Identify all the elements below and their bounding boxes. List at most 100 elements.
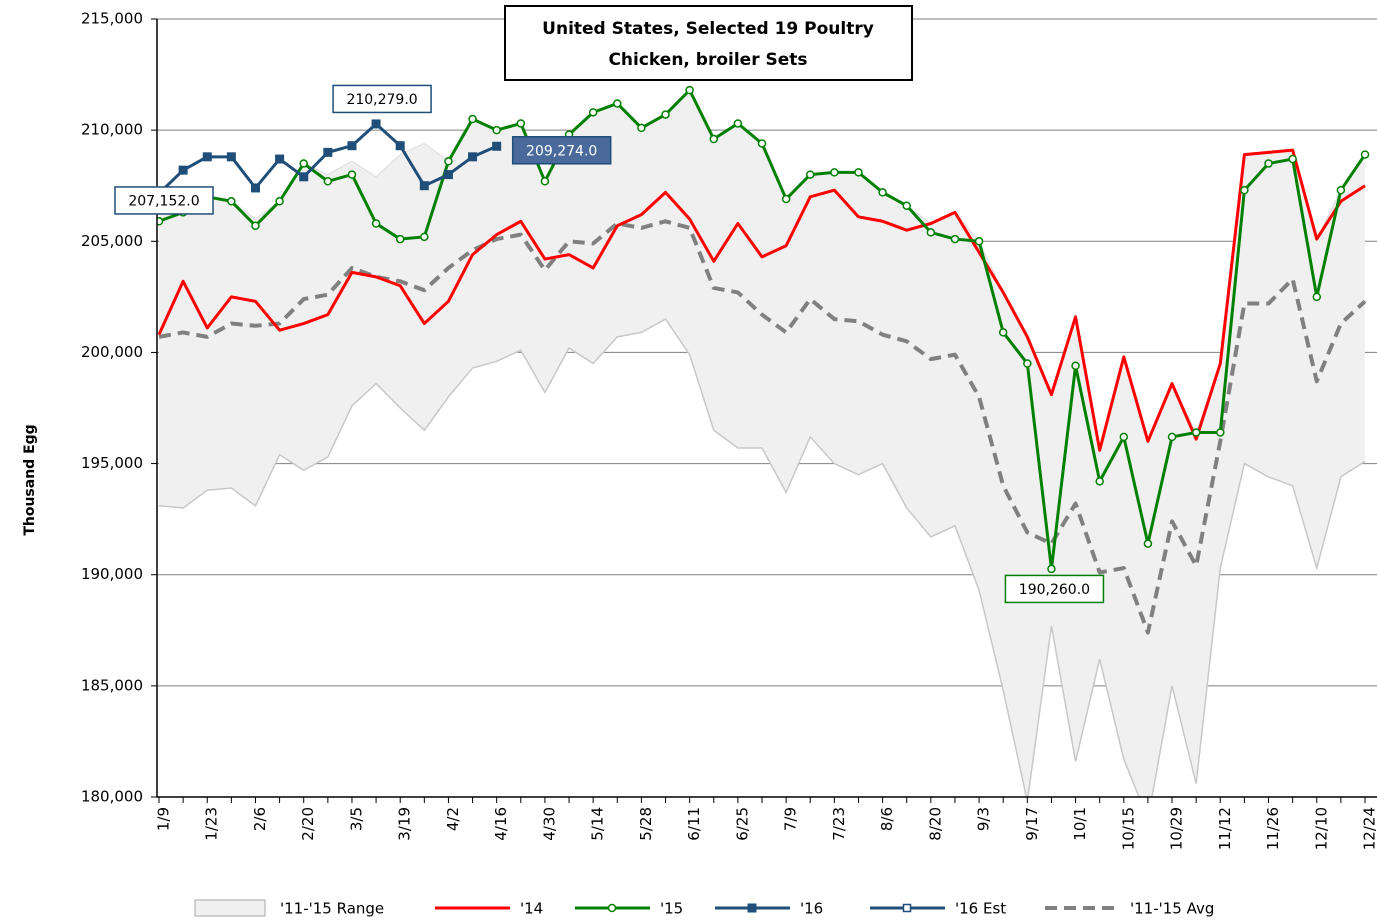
x-tick-label: 1/23 [203, 807, 221, 841]
point-marker [709, 134, 719, 144]
legend-label: '16 Est [955, 900, 1006, 918]
point-marker [251, 221, 260, 230]
point-marker [419, 181, 429, 191]
point-marker [950, 234, 960, 244]
range-low-line [158, 318, 1366, 797]
point-marker [299, 172, 309, 182]
point-marker [1288, 154, 1297, 164]
point-marker [1023, 359, 1032, 368]
point-marker [998, 328, 1008, 337]
y-tick-label: 205,000 [81, 232, 143, 250]
y-tick-label: 195,000 [81, 454, 143, 472]
annotation-box [1004, 574, 1105, 604]
point-marker [516, 119, 526, 128]
point-marker [468, 152, 478, 162]
point-marker [492, 125, 501, 135]
annotation-box [511, 136, 612, 165]
x-tick-label: 7/23 [830, 807, 848, 841]
annotation-label: 190,260.0 [1019, 582, 1090, 598]
point-marker [1047, 564, 1056, 574]
point-marker [226, 152, 236, 162]
point-marker [420, 232, 429, 242]
point-marker [637, 123, 646, 133]
point-marker [1216, 428, 1225, 437]
y-tick-label: 190,000 [81, 565, 143, 583]
point-marker [227, 197, 236, 206]
point-marker [468, 114, 477, 124]
y-tick-label: 180,000 [81, 788, 143, 806]
x-tick-label: 2/6 [251, 807, 269, 831]
y-axis-label: Thousand Egg [22, 424, 38, 535]
point-marker [443, 170, 453, 180]
point-marker [299, 159, 308, 168]
point-marker [1240, 185, 1249, 195]
x-tick-label: 8/6 [878, 807, 896, 831]
point-marker [202, 152, 212, 162]
series-line [158, 219, 1367, 635]
point-marker [781, 194, 791, 204]
x-tick-label: 9/3 [975, 807, 993, 831]
x-tick-label: 6/11 [685, 807, 703, 841]
annotation-label: 210,279.0 [346, 92, 417, 108]
annotation-label: 209,274.0 [526, 143, 597, 159]
point-marker [1191, 428, 1201, 437]
point-marker [1119, 432, 1129, 442]
point-marker [902, 201, 911, 210]
legend-label: '15 [660, 900, 683, 918]
x-tick-label: 4/16 [492, 807, 510, 841]
point-marker [444, 157, 453, 166]
point-marker [854, 168, 863, 177]
point-marker [902, 903, 912, 913]
range-area [159, 90, 1365, 797]
annotation-box [332, 84, 432, 114]
axes: 180,000 185,000 190,000 195,000 200,000 205,0… [81, 10, 1377, 850]
x-tick-label: 5/14 [589, 807, 607, 841]
point-marker [878, 188, 887, 197]
legend-label: '14 [520, 900, 543, 918]
point-marker [588, 108, 598, 117]
legend-swatch [194, 899, 266, 917]
point-marker [1264, 159, 1273, 168]
point-marker [926, 228, 936, 237]
point-marker [1095, 477, 1104, 486]
series-line [157, 148, 1366, 452]
x-tick-label: 5/28 [637, 807, 655, 841]
point-marker [178, 165, 188, 175]
legend-label: '11-'15 Range [280, 900, 384, 918]
point-marker [1071, 361, 1080, 371]
y-tick-label: 200,000 [81, 343, 143, 361]
x-tick-label: 10/15 [1119, 807, 1137, 850]
point-marker [733, 119, 743, 128]
x-tick-label: 8/20 [926, 807, 944, 841]
point-marker [757, 139, 767, 148]
x-tick-label: 11/12 [1216, 807, 1234, 850]
point-marker [540, 177, 550, 186]
x-tick-label: 1/9 [155, 807, 173, 831]
x-tick-label: 10/29 [1168, 807, 1186, 850]
x-tick-label: 4/2 [444, 807, 462, 831]
point-marker [323, 147, 333, 157]
point-marker [347, 141, 357, 151]
y-tick-label: 215,000 [81, 10, 143, 28]
point-marker [1336, 185, 1346, 195]
point-marker [661, 110, 670, 119]
point-marker [974, 237, 984, 246]
legend-label: '11-'15 Avg [1130, 900, 1214, 918]
point-marker [685, 85, 694, 95]
point-marker [613, 99, 622, 108]
point-marker [275, 197, 284, 206]
point-marker [395, 234, 405, 244]
x-tick-label: 7/9 [782, 807, 800, 831]
x-tick-label: 12/24 [1361, 807, 1377, 850]
chart-title: United States, Selected 19 Poultry [542, 19, 874, 39]
legend: '11-'15 Range '14 '15 '16 '16 Est '11-'15 Avg [194, 899, 1214, 918]
y-tick-label: 210,000 [81, 121, 143, 139]
x-tick-label: 11/26 [1264, 807, 1282, 850]
y-tick-label: 185,000 [81, 676, 143, 694]
point-marker [371, 119, 381, 129]
point-marker [347, 170, 357, 179]
x-tick-label: 9/17 [1023, 807, 1041, 841]
x-tick-label: 10/1 [1071, 807, 1089, 841]
x-tick-label: 3/5 [347, 807, 365, 831]
point-marker [1167, 432, 1177, 442]
